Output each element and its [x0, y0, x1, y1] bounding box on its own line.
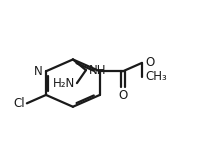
Text: N: N [34, 65, 42, 78]
Text: O: O [118, 89, 127, 102]
Text: O: O [145, 56, 155, 69]
Text: H₂N: H₂N [53, 77, 75, 90]
Text: NH: NH [89, 64, 106, 77]
Text: Cl: Cl [14, 97, 25, 110]
Text: CH₃: CH₃ [145, 70, 167, 83]
